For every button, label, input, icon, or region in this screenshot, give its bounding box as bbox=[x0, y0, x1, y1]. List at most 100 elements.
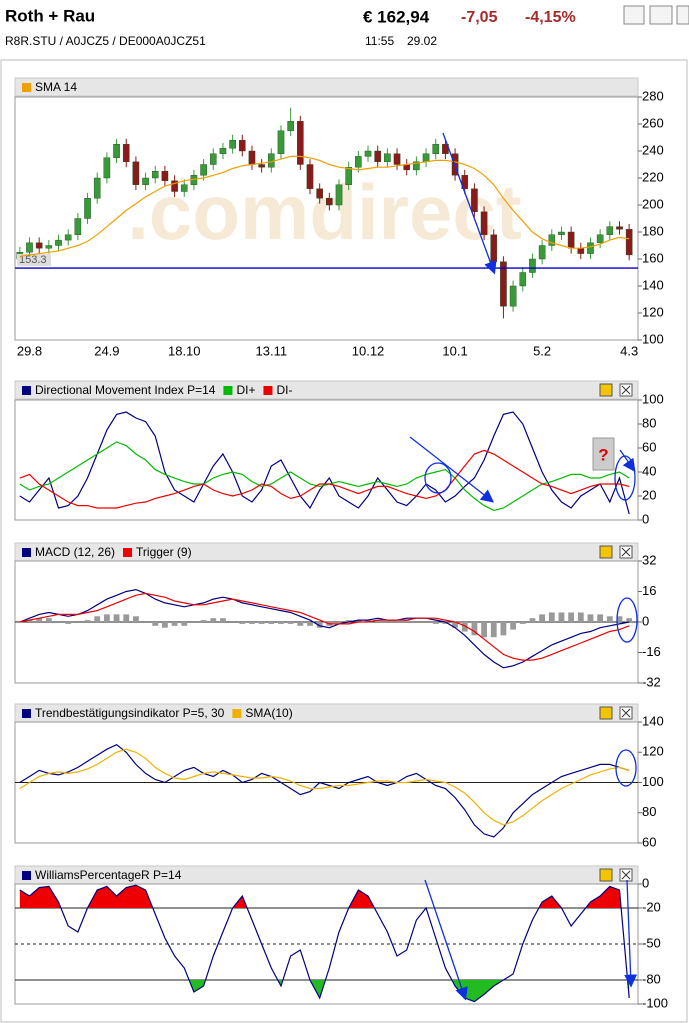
settings-icon[interactable] bbox=[599, 545, 613, 559]
candle-body bbox=[161, 171, 169, 181]
y-tick-label: 80 bbox=[642, 415, 656, 430]
arrow bbox=[624, 879, 638, 988]
histogram-bar bbox=[123, 614, 130, 622]
settings-icon[interactable] bbox=[599, 706, 613, 720]
candle-body bbox=[258, 164, 265, 168]
circle bbox=[616, 597, 638, 643]
candle-body bbox=[132, 161, 140, 185]
arrow bbox=[424, 879, 468, 1001]
circle bbox=[614, 455, 636, 501]
candle-body bbox=[335, 184, 343, 206]
candle-body bbox=[480, 211, 488, 235]
y-tick-label: 200 bbox=[642, 196, 664, 211]
plot-area bbox=[14, 96, 639, 341]
x-tick-label: 4.3 bbox=[620, 343, 638, 358]
candle-body bbox=[277, 130, 285, 154]
histogram-bar bbox=[200, 620, 207, 622]
date: 29.02 bbox=[407, 34, 437, 48]
x-tick-label: 13.11 bbox=[256, 343, 288, 358]
histogram-bar bbox=[268, 622, 275, 624]
histogram-bar bbox=[152, 622, 159, 626]
y-tick-label: 80 bbox=[642, 804, 656, 819]
legend-label: MACD (12, 26) bbox=[35, 545, 115, 559]
y-tick-label: 20 bbox=[642, 487, 656, 502]
histogram-bar bbox=[490, 622, 497, 638]
candle-body bbox=[548, 234, 556, 246]
arrow bbox=[409, 436, 495, 503]
series-line bbox=[19, 744, 630, 838]
candle-body bbox=[558, 231, 565, 235]
y-tick-label: 0 bbox=[642, 613, 649, 628]
histogram-bar bbox=[45, 618, 52, 622]
icon[interactable] bbox=[676, 5, 689, 25]
plot-area bbox=[14, 399, 639, 521]
histogram-bar bbox=[181, 622, 188, 626]
histogram-bar bbox=[249, 622, 255, 624]
candle-body bbox=[374, 150, 381, 163]
candle-body bbox=[432, 144, 440, 154]
histogram-bar bbox=[162, 622, 168, 628]
candle-body bbox=[122, 144, 130, 162]
legend-swatch bbox=[263, 386, 273, 395]
circle bbox=[424, 462, 452, 494]
title: Roth + Rau bbox=[5, 6, 95, 25]
histogram-bar bbox=[220, 618, 226, 622]
icon[interactable] bbox=[649, 5, 673, 25]
x-tick-label: 10.12 bbox=[352, 343, 385, 358]
y-tick-label: 140 bbox=[642, 277, 664, 292]
histogram-bar bbox=[210, 618, 217, 622]
candle-body bbox=[529, 258, 536, 273]
candle-body bbox=[26, 242, 33, 253]
histogram-bar bbox=[297, 622, 304, 626]
histogram-bar bbox=[36, 618, 43, 622]
legend-swatch bbox=[22, 548, 31, 557]
y-tick-label: 260 bbox=[642, 115, 664, 130]
candle-body bbox=[345, 166, 352, 185]
x-tick-label: 10.1 bbox=[442, 343, 467, 358]
legend-label: WilliamsPercentageR P=14 bbox=[35, 868, 182, 882]
histogram-bar bbox=[597, 614, 604, 622]
histogram-bar bbox=[258, 622, 265, 624]
time: 11:55 bbox=[365, 34, 394, 48]
candle-body bbox=[219, 148, 227, 154]
arrow bbox=[442, 132, 497, 275]
legend-label: SMA 14 bbox=[35, 80, 77, 94]
y-tick-label: -20 bbox=[642, 899, 661, 914]
series-line bbox=[19, 588, 630, 669]
histogram-bar bbox=[94, 616, 101, 622]
histogram-bar bbox=[403, 620, 410, 622]
histogram-bar bbox=[132, 616, 139, 622]
x-tick-label: 29.8 bbox=[17, 343, 42, 358]
candle-body bbox=[567, 231, 575, 249]
threshold-fill bbox=[19, 885, 630, 908]
histogram-bar bbox=[345, 620, 352, 622]
histogram-bar bbox=[84, 620, 91, 622]
y-tick-label: 0 bbox=[642, 511, 649, 526]
candle-body bbox=[306, 164, 314, 189]
candle-body bbox=[287, 121, 294, 131]
candle-body bbox=[103, 157, 111, 179]
y-tick-label: -80 bbox=[642, 971, 661, 986]
legend-swatch bbox=[22, 871, 31, 880]
histogram-bar bbox=[103, 614, 110, 622]
icon[interactable] bbox=[623, 5, 645, 25]
candle-body bbox=[55, 239, 62, 246]
candle-body bbox=[616, 226, 623, 230]
candle-body bbox=[326, 198, 333, 206]
candle-body bbox=[151, 171, 159, 179]
annotations bbox=[409, 132, 638, 1001]
y-tick-label: 240 bbox=[642, 142, 664, 157]
legend-swatch bbox=[22, 386, 31, 395]
circle bbox=[615, 749, 637, 787]
legend-label: Trigger (9) bbox=[136, 545, 192, 559]
candle-body bbox=[413, 161, 420, 171]
candle-body bbox=[596, 234, 604, 243]
candle-body bbox=[384, 153, 391, 162]
histogram-bar bbox=[113, 614, 120, 622]
histogram-bar bbox=[278, 622, 284, 624]
candle-body bbox=[538, 245, 546, 260]
histogram-bar bbox=[568, 612, 575, 622]
histogram-bar bbox=[307, 622, 313, 626]
settings-icon[interactable] bbox=[599, 383, 613, 397]
settings-icon[interactable] bbox=[599, 868, 613, 882]
